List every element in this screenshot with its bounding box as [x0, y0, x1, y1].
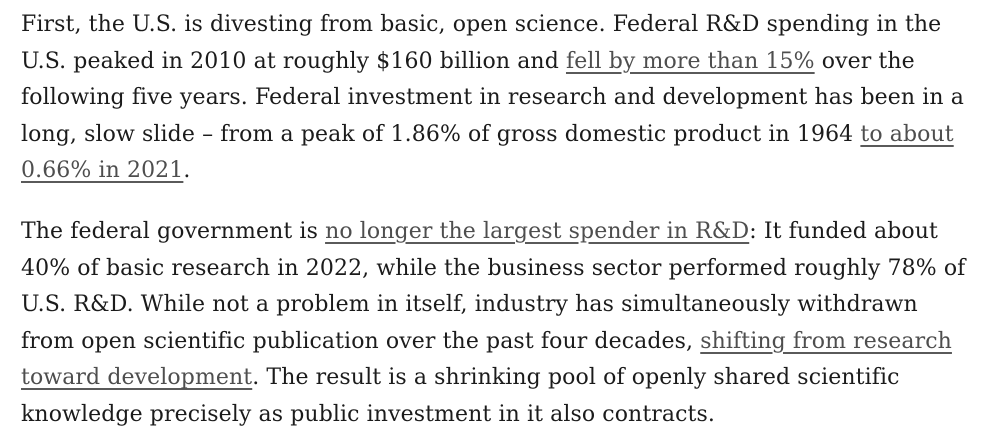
- inline-link[interactable]: fell by more than 15%: [565, 48, 815, 74]
- text-run: First, the U.S. is divesting from basic,…: [21, 12, 942, 74]
- inline-link[interactable]: shifting from research toward developmen…: [21, 328, 952, 391]
- paragraph: First, the U.S. is divesting from basic,…: [21, 7, 969, 190]
- paragraph: The federal government is no longer the …: [21, 214, 969, 434]
- text-run: .: [183, 158, 191, 184]
- text-run: over the following five years. Federal i…: [21, 48, 964, 147]
- text-run: The federal government is: [21, 218, 326, 244]
- text-run: . The result is a shrinking pool of open…: [21, 365, 900, 427]
- text-run: : It funded about 40% of basic research …: [21, 218, 966, 354]
- inline-link[interactable]: no longer the largest spender in R&D: [325, 218, 750, 244]
- inline-link[interactable]: to about 0.66% in 2021: [21, 121, 954, 184]
